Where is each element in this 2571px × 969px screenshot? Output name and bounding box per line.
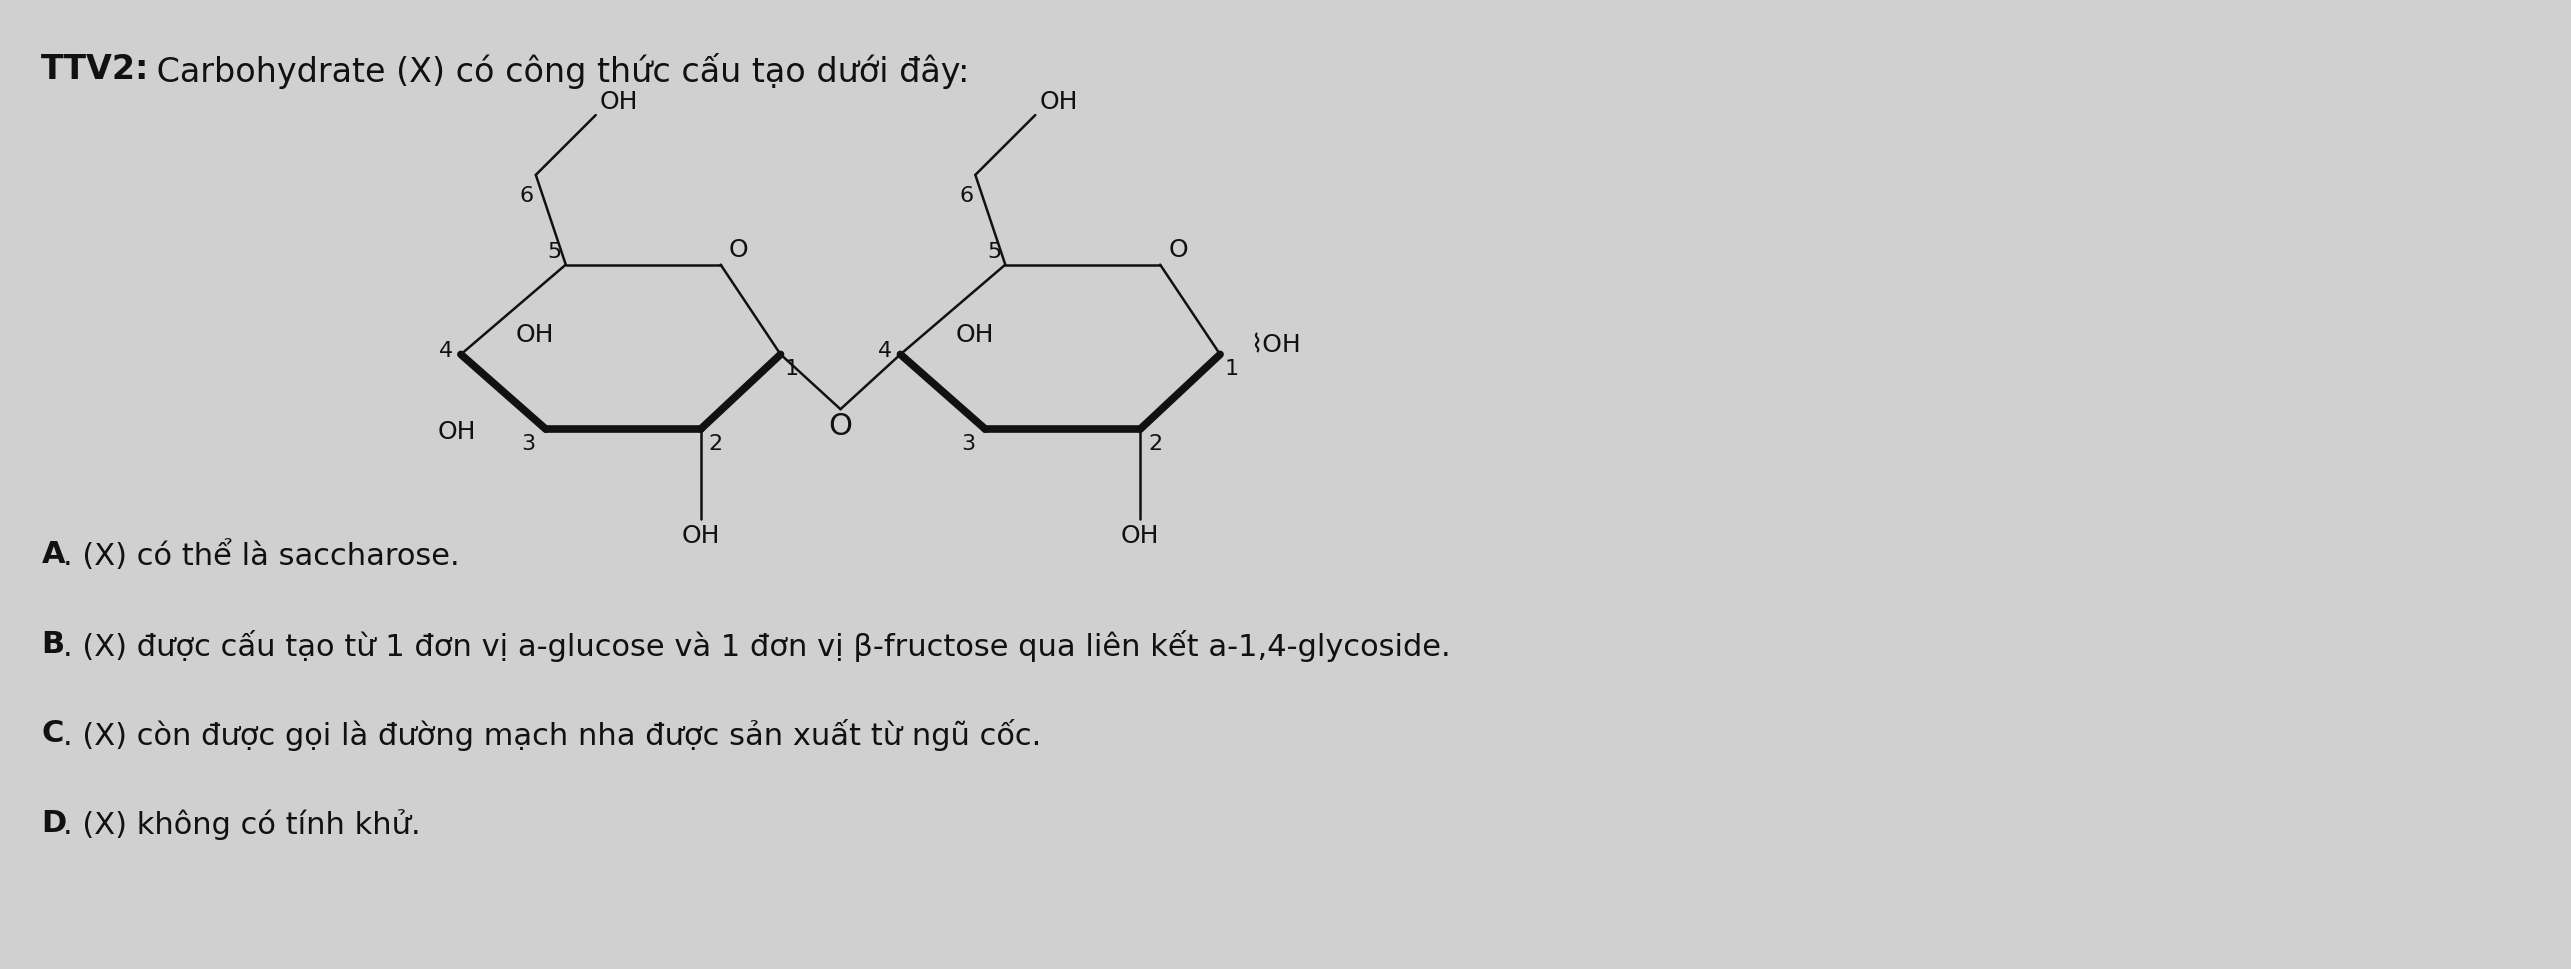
Text: TTV2:: TTV2: xyxy=(41,53,149,86)
Text: O: O xyxy=(828,412,854,441)
Text: 1: 1 xyxy=(784,359,800,379)
Text: OH: OH xyxy=(437,420,476,444)
Text: . (X) không có tính khử.: . (X) không có tính khử. xyxy=(64,808,422,839)
Text: B: B xyxy=(41,629,64,658)
Text: 5: 5 xyxy=(548,241,563,262)
Text: 6: 6 xyxy=(519,186,535,205)
Text: C: C xyxy=(41,719,64,747)
Text: 3: 3 xyxy=(522,434,535,453)
Text: D: D xyxy=(41,808,67,837)
Text: 4: 4 xyxy=(879,341,892,361)
Text: A: A xyxy=(41,540,64,568)
Text: 6: 6 xyxy=(959,186,974,205)
Text: 2: 2 xyxy=(1149,434,1162,453)
Text: 3: 3 xyxy=(962,434,974,453)
Text: 1: 1 xyxy=(1224,359,1239,379)
Text: OH: OH xyxy=(956,323,995,347)
Text: OH: OH xyxy=(599,90,638,114)
Text: 2: 2 xyxy=(710,434,722,453)
Text: Carbohydrate (X) có công thức cấu tạo dưới đây:: Carbohydrate (X) có công thức cấu tạo dư… xyxy=(147,53,969,89)
Text: O: O xyxy=(1167,237,1188,262)
Text: ⌇OH: ⌇OH xyxy=(1250,333,1301,357)
Text: OH: OH xyxy=(1039,90,1077,114)
Text: 5: 5 xyxy=(987,241,1000,262)
Text: OH: OH xyxy=(681,523,720,547)
Text: OH: OH xyxy=(1121,523,1160,547)
Text: . (X) có thể là saccharose.: . (X) có thể là saccharose. xyxy=(64,540,460,570)
Text: . (X) được cấu tạo từ 1 đơn vị a-glucose và 1 đơn vị β-fructose qua liên kết a-1: . (X) được cấu tạo từ 1 đơn vị a-glucose… xyxy=(64,629,1450,661)
Text: . (X) còn được gọi là đường mạch nha được sản xuất từ ngũ cốc.: . (X) còn được gọi là đường mạch nha đượ… xyxy=(64,719,1041,751)
Text: O: O xyxy=(728,237,748,262)
Text: 4: 4 xyxy=(440,341,452,361)
Text: OH: OH xyxy=(517,323,555,347)
